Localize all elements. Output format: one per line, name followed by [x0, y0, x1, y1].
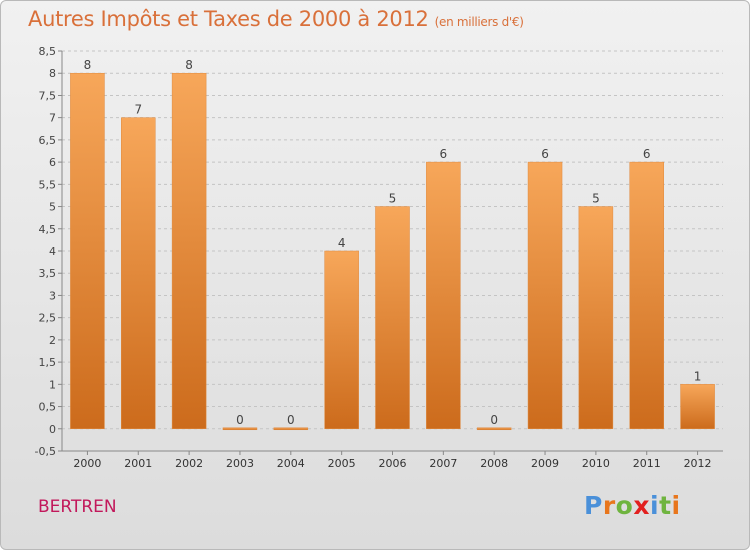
data-label-2001: 7: [134, 103, 142, 117]
bar-2005[interactable]: [324, 250, 359, 430]
y-tick-label: 6: [49, 156, 56, 169]
bar-2012[interactable]: [680, 384, 715, 430]
data-label-2008: 0: [490, 413, 498, 427]
data-label-2010: 5: [592, 192, 600, 206]
y-tick-label: 0,5: [39, 401, 57, 414]
bar-2010[interactable]: [578, 206, 614, 430]
y-tick-label: 1: [49, 378, 56, 391]
data-label-2000: 8: [84, 58, 92, 72]
x-tick-label: 2002: [175, 457, 203, 470]
y-tick-label: 3,5: [39, 267, 57, 280]
bar-2001[interactable]: [121, 117, 156, 430]
y-tick-label: 7,5: [39, 89, 57, 102]
y-tick-label: 4,5: [39, 223, 57, 236]
data-labels: 8 7 8 0 0 4 5 6 0 6 5 6 1: [84, 58, 702, 427]
bar-2003[interactable]: [222, 427, 258, 431]
x-tick-label: 2003: [226, 457, 254, 470]
logo-letter: i: [671, 491, 681, 520]
y-tick-label: 5,5: [39, 178, 57, 191]
y-tick-label: 5: [49, 201, 56, 214]
y-tick-label: 2: [49, 334, 56, 347]
proxiti-logo[interactable]: Proxiti: [584, 491, 681, 520]
bar-2007[interactable]: [426, 161, 461, 430]
y-tick-label: 0: [49, 423, 56, 436]
bar-2004[interactable]: [273, 427, 309, 431]
logo-letter: o: [615, 491, 634, 520]
data-label-2004: 0: [287, 413, 295, 427]
x-tick-label: 2010: [582, 457, 610, 470]
x-tick-label: 2001: [124, 457, 152, 470]
y-tick-label: 6,5: [39, 134, 57, 147]
logo-letter: P: [584, 491, 603, 520]
y-tick-label: -0,5: [35, 445, 56, 458]
data-label-2006: 5: [389, 192, 397, 206]
logo-letter: x: [633, 491, 650, 520]
chart-unit-note: (en milliers d'€): [434, 15, 524, 29]
data-label-2003: 0: [236, 413, 244, 427]
x-tick-label: 2000: [73, 457, 101, 470]
commune-name: BERTREN: [38, 497, 117, 517]
chart-title-text: Autres Impôts et Taxes de 2000 à 2012: [28, 7, 429, 31]
data-label-2012: 1: [694, 369, 702, 383]
y-tick-label: 8: [49, 67, 56, 80]
bar-2006[interactable]: [375, 206, 410, 430]
x-tick-label: 2011: [633, 457, 661, 470]
x-tick-label: 2005: [328, 457, 356, 470]
x-tick-label: 2012: [684, 457, 712, 470]
data-label-2009: 6: [541, 147, 549, 161]
y-tick-label: 4: [49, 245, 56, 258]
x-tick-label: 2009: [531, 457, 559, 470]
data-label-2005: 4: [338, 236, 346, 250]
x-tick-label: 2004: [277, 457, 305, 470]
y-tick-label: 2,5: [39, 312, 57, 325]
x-tick-label: 2008: [480, 457, 508, 470]
logo-letter: t: [659, 491, 672, 520]
y-tick-label: 3: [49, 289, 56, 302]
bar-2000[interactable]: [70, 72, 105, 430]
data-label-2002: 8: [185, 58, 193, 72]
bar-2008[interactable]: [476, 427, 512, 431]
y-tick-label: 8,5: [39, 45, 57, 58]
x-tick-label: 2006: [379, 457, 407, 470]
logo-letter: i: [650, 491, 660, 520]
bar-2009[interactable]: [527, 161, 563, 430]
data-label-2011: 6: [643, 147, 651, 161]
x-tick-label: 2007: [429, 457, 457, 470]
axes: -0,5 0 0,5 1 1,5 2 2,5 3 3,5 4 4,5 5 5,5 6 6,5 7 7,5 8 8,5…: [35, 45, 723, 470]
bar-2002[interactable]: [171, 72, 207, 430]
chart-title: Autres Impôts et Taxes de 2000 à 2012 (en…: [28, 7, 524, 31]
bar-2011[interactable]: [629, 161, 664, 430]
data-label-2007: 6: [440, 147, 448, 161]
bars: [70, 72, 715, 431]
y-tick-label: 1,5: [39, 356, 57, 369]
y-tick-label: 7: [49, 112, 56, 125]
logo-letter: r: [602, 491, 616, 520]
